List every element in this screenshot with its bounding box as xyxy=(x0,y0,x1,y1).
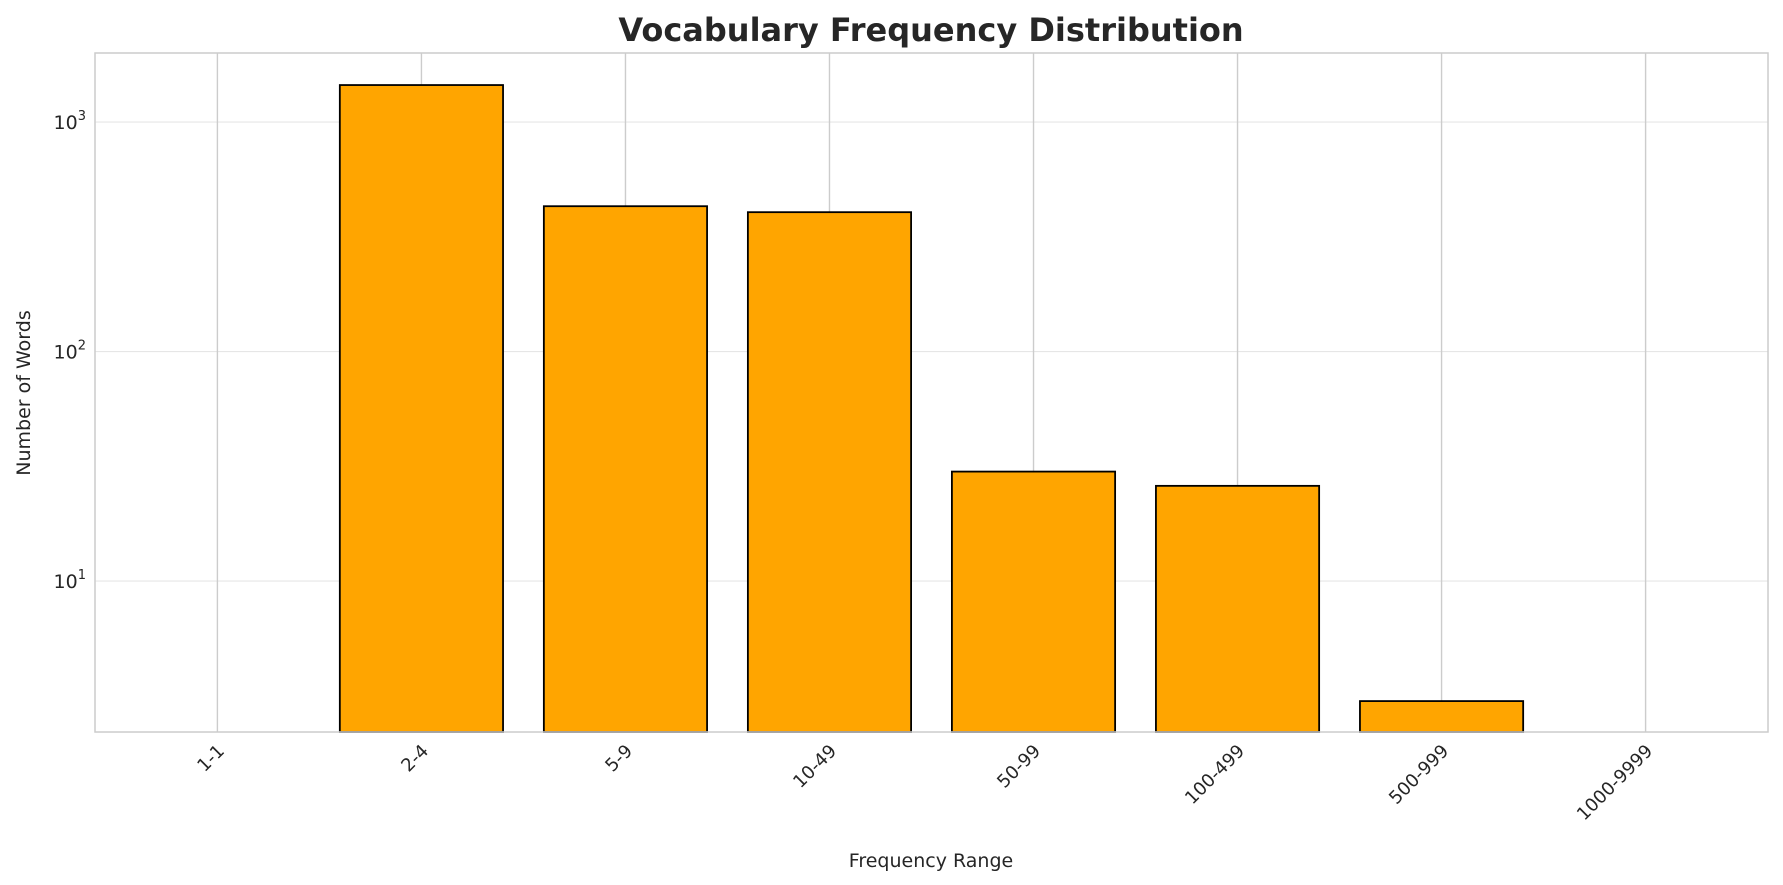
x-tick-labels: 1-1 2-4 5-9 10-49 50-99 100-499 500-999 1000-99… xyxy=(193,741,1657,825)
y-tick-label: 101 xyxy=(54,568,86,593)
bar-100-499 xyxy=(1155,484,1321,733)
chart-title: Vocabulary Frequency Distribution xyxy=(618,11,1243,49)
x-tick-label: 2-4 xyxy=(397,741,433,777)
x-tick-label: 5-9 xyxy=(601,741,637,777)
bars xyxy=(338,84,1525,733)
x-tick-label: 1000-9999 xyxy=(1573,741,1657,825)
y-tick-label: 103 xyxy=(54,109,86,134)
bar-5-9 xyxy=(542,205,708,733)
x-tick-label: 10-49 xyxy=(789,741,841,793)
x-tick-label: 500-999 xyxy=(1385,741,1453,809)
x-tick-label: 50-99 xyxy=(993,741,1045,793)
bar-10-49 xyxy=(746,211,912,733)
plot-frame xyxy=(94,52,1769,733)
bar-2-4 xyxy=(338,84,504,733)
x-axis-label: Frequency Range xyxy=(849,850,1013,872)
y-tick-label: 102 xyxy=(54,339,86,364)
x-tick-label: 1-1 xyxy=(193,741,229,777)
y-axis-label: Number of Words xyxy=(13,310,35,475)
bar-500-999 xyxy=(1359,700,1525,733)
x-tick-label: 100-499 xyxy=(1181,741,1249,809)
y-tick-labels: 101 102 103 xyxy=(54,109,86,593)
bar-50-99 xyxy=(951,470,1117,733)
